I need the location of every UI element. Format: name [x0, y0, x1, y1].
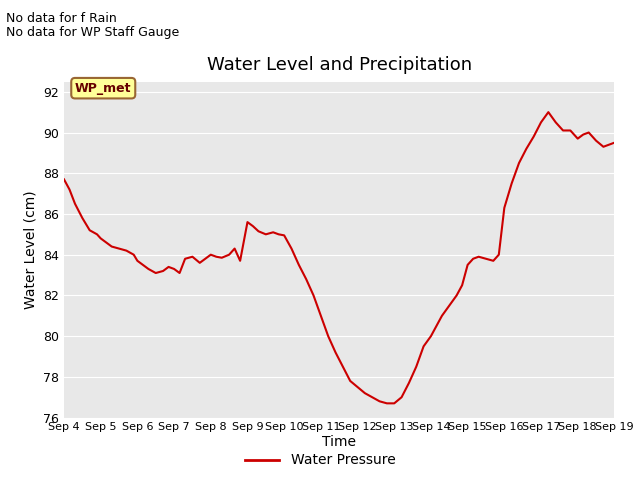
- Title: Water Level and Precipitation: Water Level and Precipitation: [207, 57, 472, 74]
- Legend: Water Pressure: Water Pressure: [239, 448, 401, 473]
- Y-axis label: Water Level (cm): Water Level (cm): [24, 190, 38, 309]
- X-axis label: Time: Time: [322, 435, 356, 449]
- Text: WP_met: WP_met: [75, 82, 131, 95]
- Text: No data for f Rain: No data for f Rain: [6, 12, 117, 25]
- Text: No data for WP Staff Gauge: No data for WP Staff Gauge: [6, 26, 180, 39]
